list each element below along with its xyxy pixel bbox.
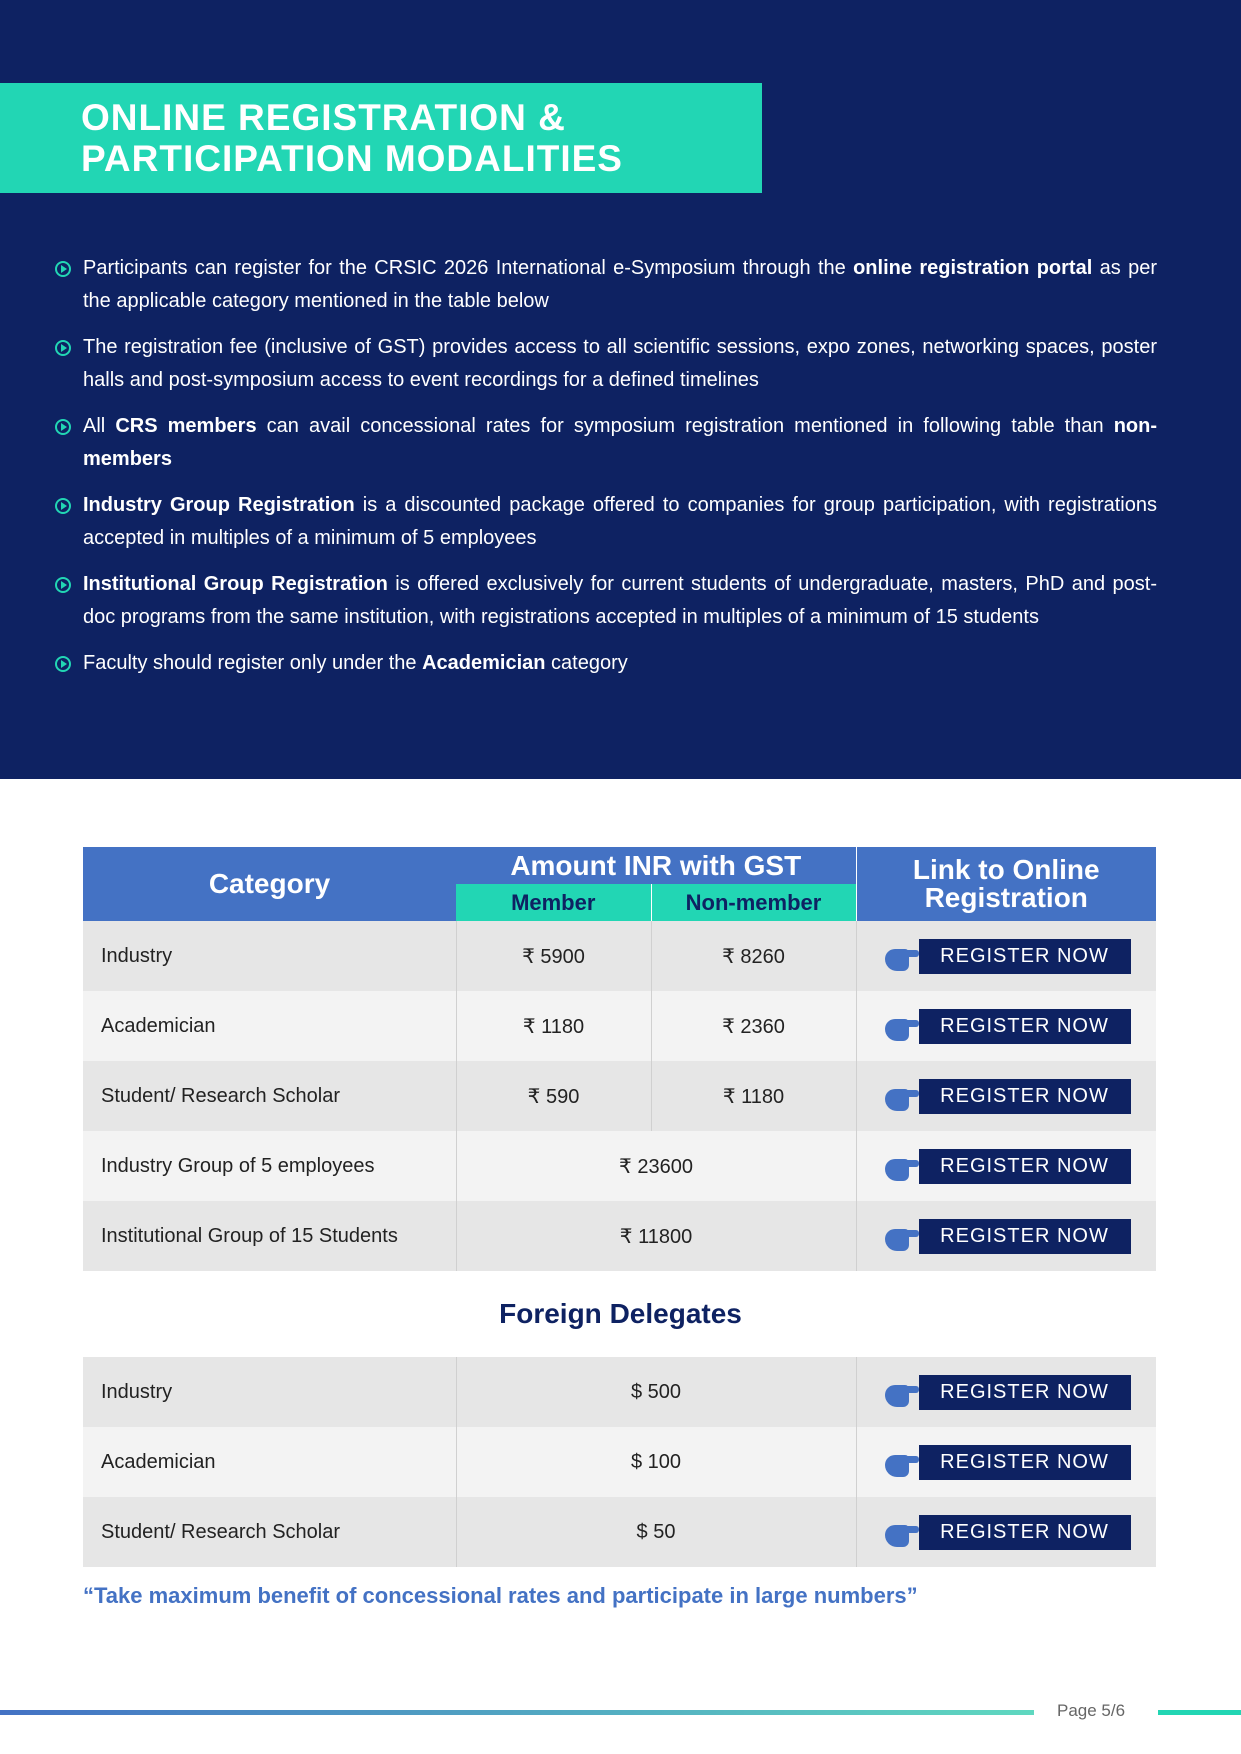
- page-number: Page 5/6: [1057, 1701, 1126, 1720]
- bullet-text: can avail concessional rates for symposi…: [256, 415, 1114, 437]
- table-row: Industry Group of 5 employees ₹ 23600 REGI…: [83, 1131, 1156, 1201]
- play-circle-icon: [55, 498, 71, 514]
- header-amount: Amount INR with GST: [456, 847, 857, 884]
- bullet-item: Industry Group Registration is a discoun…: [55, 489, 1157, 555]
- register-now-link[interactable]: REGISTER NOW: [884, 1078, 1157, 1114]
- category-cell: Institutional Group of 15 Students: [83, 1201, 457, 1271]
- register-now-link[interactable]: REGISTER NOW: [884, 1148, 1157, 1184]
- table-row: Industry $ 500 REGISTER NOW: [83, 1357, 1156, 1427]
- register-now-button[interactable]: REGISTER NOW: [918, 1078, 1131, 1114]
- table-row: Student/ Research Scholar ₹ 590 ₹ 1180 REGI…: [83, 1061, 1156, 1131]
- table-row: Student/ Research Scholar $ 50 REGISTER NO…: [83, 1497, 1156, 1567]
- member-amount-cell: ₹ 5900: [456, 921, 652, 991]
- category-cell: Academician: [83, 991, 457, 1061]
- register-now-link[interactable]: REGISTER NOW: [884, 1218, 1157, 1254]
- bullet-text: category: [545, 652, 628, 674]
- header-member: Member: [456, 884, 652, 921]
- register-now-button[interactable]: REGISTER NOW: [918, 1218, 1131, 1254]
- footer-line: [0, 1710, 1034, 1715]
- pointing-hand-icon: [884, 1221, 919, 1251]
- foreign-delegates-title: Foreign Delegates: [499, 1298, 742, 1329]
- pointing-hand-icon: [884, 1081, 919, 1111]
- register-now-button[interactable]: REGISTER NOW: [918, 1008, 1131, 1044]
- bullet-item: The registration fee (inclusive of GST) …: [55, 331, 1157, 397]
- bullet-item: Institutional Group Registration is offe…: [55, 568, 1157, 634]
- member-amount-cell: ₹ 590: [456, 1061, 652, 1131]
- pointing-hand-icon: [884, 1151, 919, 1181]
- category-cell: Industry Group of 5 employees: [83, 1131, 457, 1201]
- register-now-button[interactable]: REGISTER NOW: [918, 1374, 1131, 1410]
- play-circle-icon: [55, 656, 71, 672]
- register-now-link[interactable]: REGISTER NOW: [884, 1444, 1157, 1480]
- page-title: ONLINE REGISTRATION & PARTICIPATION MODA…: [81, 97, 623, 179]
- category-cell: Industry: [83, 1357, 457, 1427]
- amount-cell: $ 100: [456, 1427, 857, 1497]
- bullet-item: All CRS members can avail concessional r…: [55, 410, 1157, 476]
- amount-cell: $ 50: [456, 1497, 857, 1567]
- category-cell: Academician: [83, 1427, 457, 1497]
- member-amount-cell: ₹ 1180: [456, 991, 652, 1061]
- amount-cell: $ 500: [456, 1357, 857, 1427]
- pointing-hand-icon: [884, 941, 919, 971]
- title-banner: ONLINE REGISTRATION & PARTICIPATION MODA…: [0, 83, 762, 193]
- category-cell: Student/ Research Scholar: [83, 1497, 457, 1567]
- bullet-text: Participants can register for the CRSIC …: [83, 257, 854, 279]
- bullet-text: is a discounted package offered to compa…: [83, 494, 1157, 549]
- register-now-button[interactable]: REGISTER NOW: [918, 1444, 1131, 1480]
- register-now-link[interactable]: REGISTER NOW: [884, 938, 1157, 974]
- play-circle-icon: [55, 577, 71, 593]
- table-row: Industry ₹ 5900 ₹ 8260 REGISTER NOW: [83, 921, 1156, 991]
- bullet-item: Faculty should register only under the A…: [55, 647, 1157, 680]
- category-cell: Student/ Research Scholar: [83, 1061, 457, 1131]
- bullet-text: All: [83, 415, 116, 437]
- register-now-button[interactable]: REGISTER NOW: [918, 1514, 1131, 1550]
- nonmember-amount-cell: ₹ 2360: [651, 991, 857, 1061]
- header-nonmember: Non-member: [651, 884, 857, 921]
- amount-cell: ₹ 11800: [456, 1201, 857, 1271]
- amount-cell: ₹ 23600: [456, 1131, 857, 1201]
- table-row: Academician ₹ 1180 ₹ 2360 REGISTER NOW: [83, 991, 1156, 1061]
- pointing-hand-icon: [884, 1377, 919, 1407]
- play-circle-icon: [55, 419, 71, 435]
- table-row: Institutional Group of 15 Students ₹ 1180…: [83, 1201, 1156, 1271]
- pointing-hand-icon: [884, 1517, 919, 1547]
- header-category: Category: [83, 847, 456, 921]
- register-now-link[interactable]: REGISTER NOW: [884, 1008, 1157, 1044]
- foreign-fee-table: Industry $ 500 REGISTER NOW Academician $ 10…: [83, 1357, 1156, 1567]
- register-now-link[interactable]: REGISTER NOW: [884, 1374, 1157, 1410]
- nonmember-amount-cell: ₹ 8260: [651, 921, 857, 991]
- play-circle-icon: [55, 340, 71, 356]
- footer-line-right: [1158, 1710, 1241, 1715]
- register-now-button[interactable]: REGISTER NOW: [918, 938, 1131, 974]
- header-link: Link to Online Registration: [856, 847, 1156, 921]
- bullet-bold: Institutional Group Registration: [83, 573, 388, 595]
- play-circle-icon: [55, 261, 71, 277]
- table-row: Academician $ 100 REGISTER NOW: [83, 1427, 1156, 1497]
- bullet-list: Participants can register for the CRSIC …: [55, 252, 1157, 693]
- bullet-bold: Industry Group Registration: [83, 494, 355, 516]
- nonmember-amount-cell: ₹ 1180: [651, 1061, 857, 1131]
- bullet-item: Participants can register for the CRSIC …: [55, 252, 1157, 318]
- bullet-bold: Academician: [422, 652, 546, 674]
- pointing-hand-icon: [884, 1011, 919, 1041]
- bullet-bold: non-members: [83, 415, 1157, 470]
- pointing-hand-icon: [884, 1447, 919, 1477]
- bullet-text: Faculty should register only under the: [83, 652, 423, 674]
- intro-section: ONLINE REGISTRATION & PARTICIPATION MODA…: [0, 0, 1241, 779]
- register-now-button[interactable]: REGISTER NOW: [918, 1148, 1131, 1184]
- bullet-text: is offered exclusively for current stude…: [83, 573, 1157, 628]
- inr-fee-table: Category Amount INR with GST Link to Onl…: [83, 847, 1156, 1271]
- bullet-bold: online registration portal: [853, 257, 1093, 279]
- bullet-text: as per the applicable category mentioned…: [83, 257, 1157, 312]
- bullet-bold: CRS members: [115, 415, 257, 437]
- register-now-link[interactable]: REGISTER NOW: [884, 1514, 1157, 1550]
- quote: “Take maximum benefit of concessional ra…: [83, 1583, 918, 1608]
- category-cell: Industry: [83, 921, 457, 991]
- bullet-text: The registration fee (inclusive of GST) …: [83, 336, 1157, 391]
